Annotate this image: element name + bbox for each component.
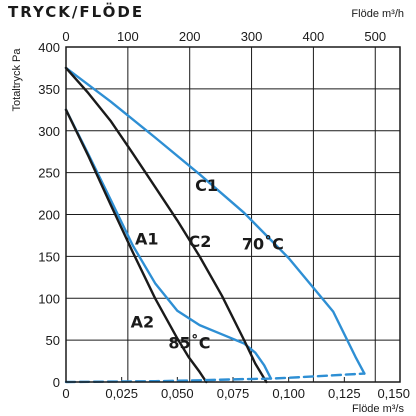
top-x-tick-label: 200: [179, 29, 201, 44]
series-group: [64, 66, 366, 384]
x-tick-label: 0,125: [328, 386, 361, 401]
curve-label-85-c: 85˚C: [168, 334, 210, 353]
curve-label-c2: C2: [188, 232, 211, 251]
curve-label-70-c: 70˚C: [242, 235, 284, 254]
y-tick-label: 400: [38, 40, 60, 55]
series-system-line: [64, 372, 366, 384]
y-tick-label: 50: [46, 333, 60, 348]
plot-frame: [65, 46, 401, 383]
curve-labels: C1 A1 C2 70˚C A2 85˚C: [131, 176, 284, 352]
top-x-tick-label: 300: [241, 29, 263, 44]
x-tick-label: 0,150: [377, 386, 410, 401]
y-tick-label: 0: [53, 375, 60, 390]
series-a2-line: [64, 108, 208, 384]
top-x-tick-label: 500: [364, 29, 386, 44]
y-tick-label: 250: [38, 166, 60, 181]
chart-title: TRYCK/FLÖDE: [8, 2, 144, 21]
x-tick-label: 0,050: [161, 386, 194, 401]
y-axis-label: Totaltryck Pa: [11, 48, 23, 112]
curve-label-a1: A1: [135, 230, 159, 249]
top-axis-label: Flöde m³/h: [351, 8, 404, 20]
top-x-tick-label: 0: [62, 29, 69, 44]
top-x-tick-label: 100: [117, 29, 139, 44]
x-tick-label: 0,100: [272, 386, 305, 401]
series-a1-line: [64, 108, 273, 380]
y-tick-label: 150: [38, 249, 60, 264]
x-tick-label: 0,025: [105, 386, 138, 401]
series-c1-line: [64, 66, 366, 375]
bottom-axis-label: Flöde m³/s: [352, 403, 404, 415]
y-tick-label: 300: [38, 124, 60, 139]
series-c2-line: [64, 66, 268, 384]
y-tick-label: 200: [38, 208, 60, 223]
y-tick-label: 100: [38, 291, 60, 306]
top-x-tick-label: 400: [303, 29, 325, 44]
y-tick-label: 350: [38, 82, 60, 97]
x-tick-label: 0,075: [217, 386, 250, 401]
curve-label-a2: A2: [131, 313, 155, 332]
x-tick-label: 0: [62, 386, 69, 401]
curve-label-c1: C1: [195, 176, 218, 195]
